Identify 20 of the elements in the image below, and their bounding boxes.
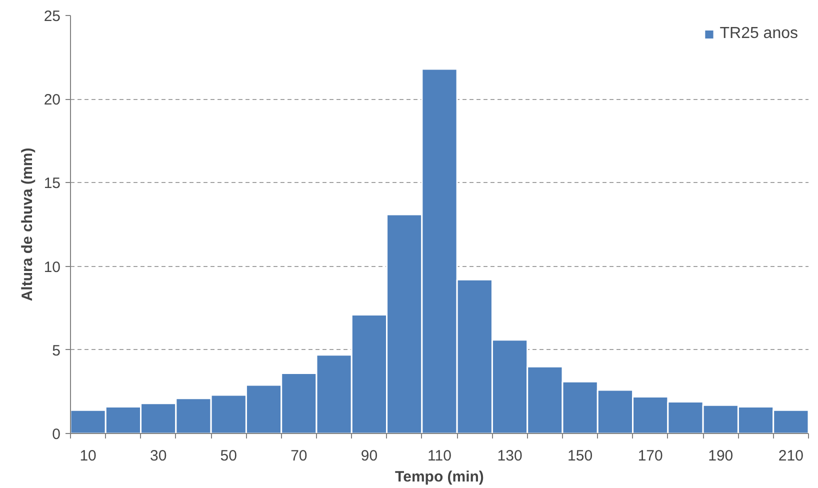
x-tick-label: 30 — [150, 448, 167, 464]
y-tick-label: 15 — [44, 175, 61, 192]
x-tick-label: 170 — [638, 448, 663, 464]
x-tick-label: 210 — [778, 448, 804, 464]
y-tick-label: 5 — [52, 342, 60, 360]
x-tick-label: 110 — [428, 448, 452, 464]
y-tick-label: 20 — [44, 92, 61, 109]
x-axis-title: Tempo (min) — [395, 468, 484, 486]
x-tick-label: 10 — [80, 448, 96, 464]
x-tick-label: 190 — [708, 448, 734, 464]
legend-label: TR25 anos — [720, 25, 798, 43]
y-tick-label: 25 — [44, 8, 61, 25]
y-tick-label: 10 — [44, 258, 61, 276]
x-tick-label: 130 — [497, 448, 522, 464]
y-tick-label: 0 — [52, 426, 60, 443]
x-tick-label: 70 — [290, 448, 308, 464]
x-tick-label: 150 — [568, 448, 593, 464]
x-tick-label: 90 — [360, 448, 378, 464]
x-tick-label: 50 — [220, 448, 237, 464]
y-axis-title: Altura de chuva (mm) — [18, 148, 36, 302]
